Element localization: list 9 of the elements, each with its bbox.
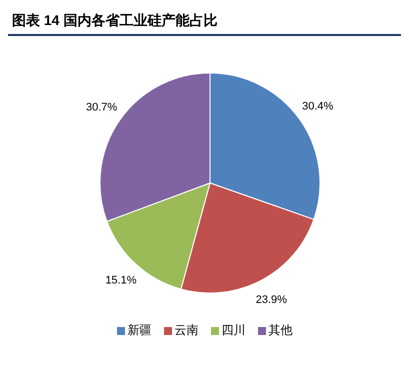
legend-label: 其他 [268, 322, 292, 339]
data-label: 30.7% [86, 102, 118, 114]
legend-label: 云南 [174, 322, 198, 339]
chart-title: 图表 14 国内各省工业硅产能占比 [8, 8, 401, 36]
legend-label: 新疆 [128, 322, 152, 339]
data-label: 23.9% [256, 294, 288, 306]
data-label: 15.1% [105, 274, 137, 286]
legend-label: 四川 [222, 322, 246, 339]
data-label: 30.4% [302, 100, 334, 113]
